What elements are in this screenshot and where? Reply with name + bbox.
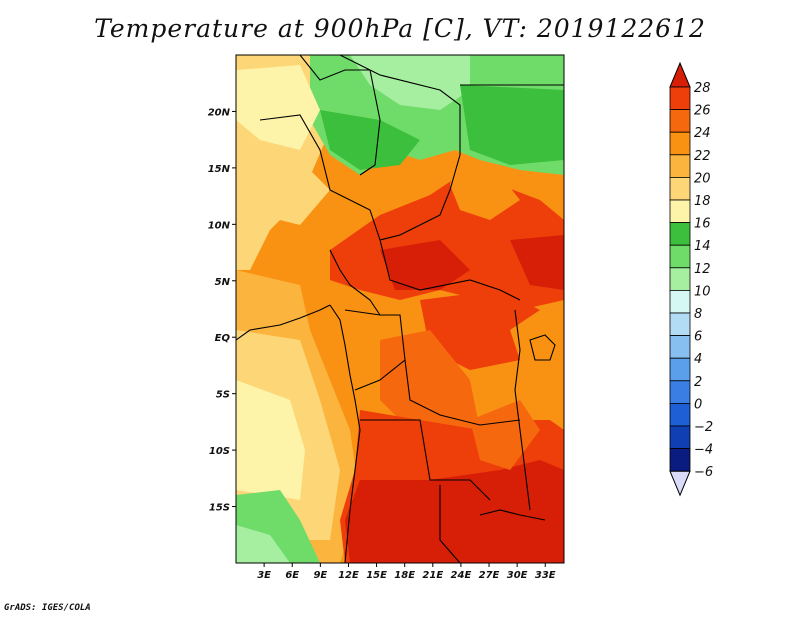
lat-tick-label: 5N	[215, 277, 231, 288]
lake-victoria	[529, 334, 556, 361]
region-ocean-pale	[236, 380, 305, 500]
country-borders	[236, 55, 564, 563]
colorbar-swatch	[669, 448, 691, 472]
colorbar-label: 18	[694, 194, 711, 209]
lon-tick-label: 3E	[257, 570, 271, 581]
colorbar-label: 2	[694, 375, 702, 390]
colorbar-label: 16	[694, 217, 711, 232]
colorbar-swatch	[669, 176, 691, 201]
colorbar-swatch	[669, 425, 691, 450]
colorbar-swatch	[669, 335, 691, 359]
lon-tick-label: 6E	[285, 570, 299, 581]
colorbar-swatch	[669, 199, 691, 224]
lat-tick-label: EQ	[215, 333, 231, 344]
colorbar-label: 28	[694, 81, 711, 96]
region-car-hottest	[380, 240, 470, 290]
border-angola-zambia	[360, 419, 491, 501]
border-chad-sudan	[379, 154, 461, 241]
region-egypt-sudan-green	[460, 85, 564, 165]
chart-title: Temperature at 900hPa [C], VT: 201912261…	[94, 14, 706, 43]
lon-tick-label: 12E	[338, 570, 359, 581]
colorbar-bottom-cap	[669, 470, 691, 497]
lon-tick-label: 15E	[366, 570, 387, 581]
colorbar-swatch	[669, 402, 691, 427]
region-congo-north-hot	[420, 290, 540, 370]
colorbar-label: 14	[694, 239, 711, 254]
map-frame	[235, 54, 565, 564]
colorbar-swatch	[669, 131, 691, 156]
colorbar-swatch	[669, 312, 691, 337]
border-car	[379, 239, 521, 301]
grads-credit: GrADS: IGES/COLA	[4, 603, 91, 613]
colorbar-label: 12	[694, 262, 711, 277]
region-sudan-east-orange	[450, 160, 520, 220]
colorbar-swatch	[669, 267, 691, 291]
border-niger-chad	[299, 55, 381, 176]
latitude-axis: 20N 15N 10N 5N EQ 5S 10S 15S	[208, 107, 236, 514]
colorbar-label: 4	[694, 352, 702, 367]
lat-tick-label: 20N	[208, 107, 231, 118]
lon-tick-label: 18E	[394, 570, 415, 581]
region-lake-victoria-orange	[510, 310, 564, 400]
coastline-west-central	[329, 304, 361, 563]
border-cameroon	[329, 249, 381, 316]
lon-tick-label: 21E	[422, 570, 443, 581]
colorbar-label: 26	[694, 104, 711, 119]
lat-tick-label: 15N	[208, 164, 231, 175]
colorbar-label: −6	[694, 465, 713, 480]
colorbar-label: −2	[694, 420, 713, 435]
region-nigeria-north-yellow	[236, 150, 330, 225]
colorbar-label: 20	[694, 171, 711, 186]
border-namibia-botswana	[439, 485, 461, 563]
lon-tick-label: 33E	[535, 570, 556, 581]
lat-tick-label: 5S	[216, 390, 230, 401]
colorbar-label: 10	[694, 284, 711, 299]
colorbar-label: 0	[694, 397, 702, 412]
border-zambezi	[479, 509, 546, 521]
lat-tick-label: 15S	[209, 503, 230, 514]
region-southwest-lightgreen	[236, 525, 290, 563]
colorbar-label: 8	[694, 307, 702, 322]
border-gabon-congo	[344, 309, 406, 391]
region-chad-green	[320, 110, 420, 170]
coastline-gulf-of-guinea	[236, 304, 331, 341]
colorbar-swatch	[669, 289, 691, 314]
lat-tick-label: 10S	[209, 446, 230, 457]
region-niger-pale	[236, 65, 320, 150]
lon-tick-label: 30E	[507, 570, 528, 581]
colorbar-swatch	[669, 154, 691, 178]
border-nigeria	[259, 114, 381, 241]
region-south-hottest	[345, 460, 564, 563]
colorbar-swatch	[669, 357, 691, 382]
colorbar-label: 22	[694, 149, 711, 164]
lat-tick-label: 10N	[208, 220, 231, 231]
lon-tick-label: 24E	[451, 570, 472, 581]
colorbar-swatch	[669, 244, 691, 269]
colorbar-top-cap	[669, 61, 691, 88]
colorbar-label: 6	[694, 330, 702, 345]
colorbar-label: −4	[694, 443, 713, 458]
border-drc-south	[404, 359, 521, 426]
colorbar-swatch	[669, 380, 691, 404]
colorbar-label: 24	[694, 126, 711, 141]
longitude-axis: 3E 6E 9E 12E 15E 18E 21E 24E 27E 30E 33E	[257, 563, 556, 581]
colorbar-swatch	[669, 86, 691, 111]
colorbar-swatch	[669, 109, 691, 133]
temperature-field	[236, 55, 564, 563]
border-libya	[339, 55, 461, 155]
lon-tick-label: 9E	[313, 570, 327, 581]
colorbar-swatch	[669, 222, 691, 246]
lon-tick-label: 27E	[479, 570, 500, 581]
region-south-sudan-hottest	[510, 235, 564, 290]
border-east-rift	[514, 309, 531, 511]
